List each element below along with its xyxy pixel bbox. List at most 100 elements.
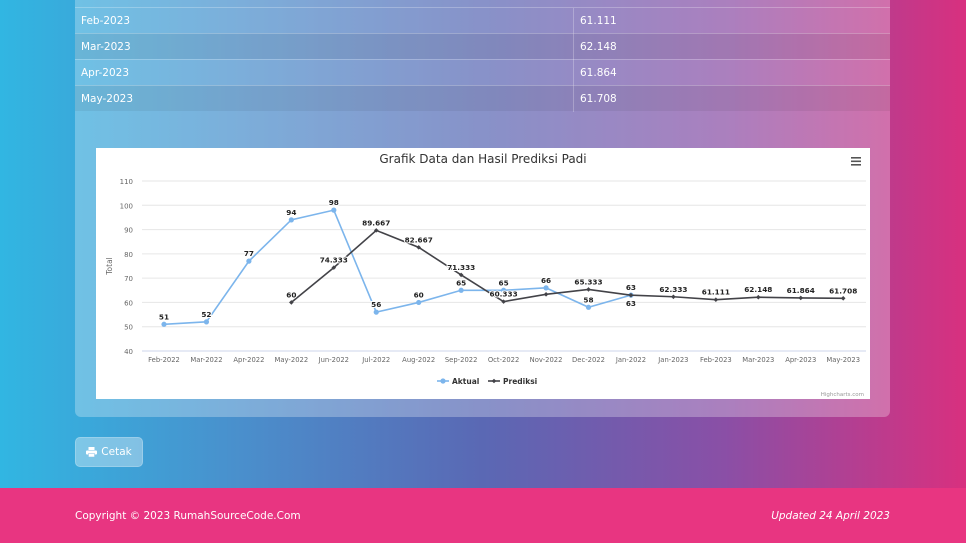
data-label: 56 [371,300,381,309]
data-point[interactable] [501,299,506,304]
copyright-text: Copyright © 2023 RumahSourceCode.Com [75,510,301,522]
menu-icon[interactable] [851,157,861,159]
data-label: 66 [541,276,551,285]
x-tick-label: Aug-2022 [402,356,435,364]
data-point[interactable] [543,285,549,291]
value-cell: 61.864 [580,67,617,79]
x-tick-label: Dec-2022 [572,356,605,364]
y-tick-label: 100 [120,202,133,210]
period-cell: Feb-2023 [81,15,131,27]
x-tick-label: Apr-2023 [785,356,816,364]
legend-item-prediksi[interactable]: Prediksi [503,377,537,386]
value-cell: 62.148 [580,41,617,53]
data-label: 61.708 [829,286,857,295]
updated-text: Updated 24 April 2023 [771,510,890,522]
column-divider [573,34,574,60]
menu-icon-bar [851,160,861,163]
data-point[interactable] [288,217,294,223]
column-divider [573,86,574,112]
x-tick-label: Nov-2022 [530,356,563,364]
data-label: 52 [201,310,211,319]
data-label: 98 [329,198,339,207]
data-point[interactable] [246,258,252,264]
data-point[interactable] [756,294,761,300]
x-tick-label: Jun-2022 [318,356,349,364]
data-label: 71.333 [447,263,475,272]
print-label: Cetak [101,446,132,458]
x-tick-label: Jul-2022 [361,356,390,364]
printer-icon [86,447,98,457]
legend-aktual-marker [440,378,446,384]
chart-title: Grafik Data dan Hasil Prediksi Padi [379,152,586,166]
x-tick-label: Sep-2022 [445,356,478,364]
y-axis-title: Total [105,257,114,276]
y-tick-label: 70 [124,275,133,283]
x-tick-label: Feb-2023 [700,356,732,364]
value-cell: 61.111 [580,15,617,27]
x-tick-label: Mar-2023 [742,356,774,364]
y-tick-label: 50 [124,324,133,332]
data-label: 63 [626,283,636,292]
data-point[interactable] [416,299,422,306]
x-tick-label: May-2022 [275,356,309,364]
data-label: 61.111 [702,288,730,297]
y-tick-label: 40 [124,348,133,356]
data-point[interactable] [543,292,549,297]
data-label: 51 [159,312,169,321]
y-tick-label: 90 [124,227,133,235]
data-point[interactable] [458,287,464,293]
x-tick-label: Feb-2022 [148,356,180,364]
data-point[interactable] [289,300,294,305]
data-label: 82.667 [405,235,433,244]
legend-item-aktual[interactable]: Aktual [452,377,479,386]
data-label: 77 [244,249,254,258]
legend-prediksi-marker [491,378,497,384]
data-point[interactable] [373,309,379,315]
data-label: 65 [499,278,509,287]
data-point[interactable] [458,272,464,278]
data-point[interactable] [840,295,846,301]
data-label: 94 [286,208,296,217]
line-chart: Grafik Data dan Hasil Prediksi Padi 40 50 6… [105,152,866,398]
data-point[interactable] [628,292,634,298]
table-row: Apr-2023 61.864 [75,59,890,86]
data-point[interactable] [586,287,591,292]
data-point[interactable] [671,294,676,300]
x-tick-label: May-2023 [826,356,860,364]
series-line-prediksi [290,229,844,304]
x-tick-label: Apr-2022 [233,356,264,364]
period-cell: May-2023 [81,93,134,105]
chart-credits[interactable]: Highcharts.com [821,392,864,398]
data-point[interactable] [203,319,210,325]
menu-icon-bar [851,164,861,166]
x-tick-label: Jan-2022 [615,356,646,364]
table-row: May-2023 61.708 [75,85,890,112]
data-point[interactable] [501,287,507,293]
data-label: 63 [626,299,636,308]
data-label: 62.333 [659,285,687,294]
data-point[interactable] [585,304,592,310]
x-tick-label: Mar-2022 [190,356,222,364]
data-point[interactable] [331,265,337,270]
series-line-aktual [163,209,632,326]
data-label: 60 [414,290,424,299]
print-button[interactable]: Cetak [75,437,143,467]
y-tick-label: 80 [124,251,133,259]
footer: Copyright © 2023 RumahSourceCode.Com Upd… [0,488,966,543]
period-cell: Apr-2023 [81,67,130,79]
column-divider [573,60,574,86]
data-point[interactable] [798,295,804,301]
y-tick-label: 110 [120,178,133,186]
data-label: 60.333 [490,290,518,299]
data-label: 58 [583,295,593,304]
value-cell: 61.708 [580,93,617,105]
data-label: 62.148 [744,285,772,294]
data-label: 89.667 [362,218,390,227]
chart-container: Grafik Data dan Hasil Prediksi Padi 40 50 6… [96,148,870,399]
data-point[interactable] [331,207,337,213]
data-label: 74.333 [320,256,348,265]
data-point[interactable] [161,321,167,327]
x-tick-label: Jan-2023 [657,356,688,364]
column-divider [573,8,574,34]
data-point[interactable] [713,297,719,303]
